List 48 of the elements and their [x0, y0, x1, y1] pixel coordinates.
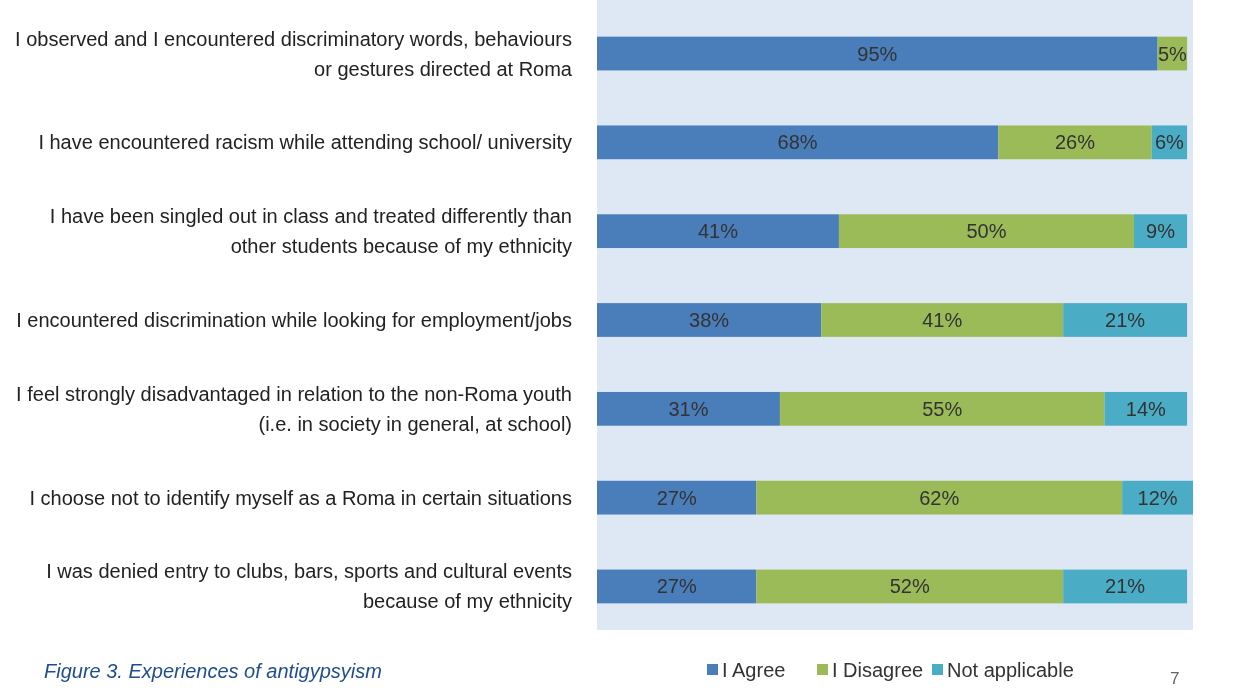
y-tick-label: I feel strongly disadvantaged in relation to the non-Roma youth (i.e. in society in general, at school) — [16, 382, 572, 435]
y-tick-label: I encountered discrimination while looking for employment/jobs — [16, 309, 572, 331]
legend-label: Not applicable — [947, 659, 1074, 681]
bar — [1104, 391, 1188, 426]
data-label: 26% — [1054, 131, 1096, 154]
data-label: 21% — [1105, 309, 1146, 331]
bar — [597, 391, 780, 426]
y-tick-label: I choose not to identify myself as a Roma in certain situations — [29, 486, 572, 509]
bar — [838, 214, 1134, 249]
data-label: 38% — [689, 309, 730, 331]
y-tick-label: I observed and I encountered discriminatory words, behaviours or gestures directed at Roma — [15, 27, 573, 80]
bar — [998, 125, 1152, 160]
data-label: 31% — [668, 397, 709, 420]
bar — [779, 391, 1105, 426]
text: 7 — [1170, 669, 1180, 688]
bar — [756, 569, 1064, 604]
data-label: 62% — [919, 486, 960, 509]
y-tick-label: I was denied entry to clubs, bars, sports and cultural events because of my ethnicity — [46, 560, 572, 613]
data-label: 21% — [1105, 575, 1146, 598]
data-label: 41% — [697, 220, 739, 243]
data-label: 41% — [922, 309, 963, 331]
data-label: 95% — [857, 42, 898, 65]
bar — [597, 36, 1158, 71]
bar — [1063, 303, 1188, 337]
data-label: 50% — [966, 220, 1007, 243]
data-label: 52% — [889, 575, 930, 598]
y-tick-label: I have been singled out in class and treated differently than other students because of my ethnicity — [49, 205, 572, 258]
bar — [756, 480, 1123, 515]
data-label: 27% — [656, 486, 697, 509]
bar — [597, 303, 822, 337]
data-label: 9% — [1146, 220, 1176, 243]
bar — [597, 480, 757, 515]
data-label: 68% — [777, 131, 818, 154]
legend-label: I Agree — [722, 659, 786, 681]
legend-label: I Disagree — [832, 659, 924, 681]
data-label: 5% — [1157, 42, 1188, 65]
bar — [821, 303, 1064, 337]
text: Figure 3. Experiences of antigypsyism — [44, 660, 382, 682]
data-label: 12% — [1137, 486, 1178, 509]
y-tick-label: I have encountered racism while attending school/ university — [38, 131, 572, 154]
bar — [597, 125, 999, 160]
data-label: 14% — [1125, 397, 1167, 420]
data-label: 27% — [656, 575, 697, 598]
bar — [1063, 569, 1188, 604]
data-label: 6% — [1154, 131, 1185, 154]
data-label: 55% — [922, 397, 963, 420]
bar — [597, 569, 757, 604]
bar — [597, 214, 839, 249]
